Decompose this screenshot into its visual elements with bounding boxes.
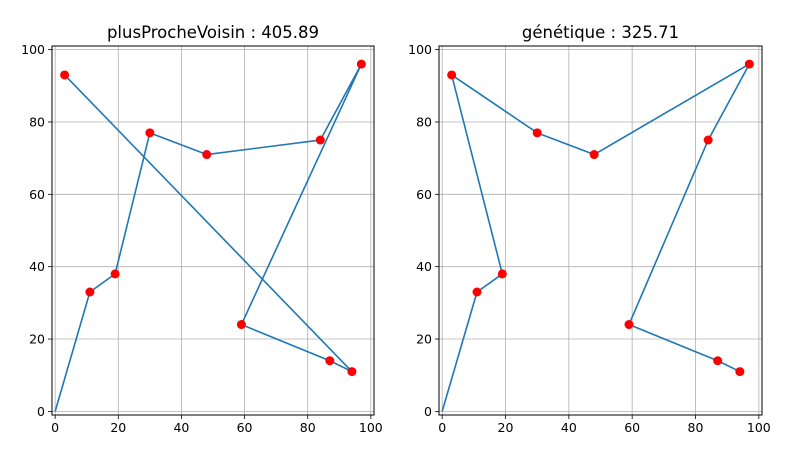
y-tick-label: 20 [416,332,432,347]
plot-area [439,46,762,415]
city-point [447,70,457,80]
plot-area [52,46,374,415]
axis-ticks: 0 20 40 60 80 100 0 20 40 60 80 100 [21,42,383,435]
city-point [472,287,482,297]
x-tick-label: 80 [300,420,316,435]
y-tick-label: 0 [37,404,45,419]
city-point [110,269,120,279]
city-point [356,59,366,69]
city-point [202,150,212,160]
city-point [347,367,357,377]
axis-ticks: 0 20 40 60 80 100 0 20 40 60 80 100 [408,42,771,435]
city-point [60,70,70,80]
x-tick-label: 0 [51,420,59,435]
city-points [447,59,754,377]
axes-frame [438,45,763,416]
y-tick-label: 60 [416,187,432,202]
x-tick-label: 40 [173,420,189,435]
x-tick-label: 20 [110,420,126,435]
y-tick-label: 80 [29,114,45,129]
city-point [744,59,754,69]
x-tick-label: 60 [624,420,640,435]
city-point [497,269,507,279]
city-point [85,287,95,297]
x-tick-label: 100 [747,420,771,435]
axes-frame [51,45,375,416]
city-point [703,135,713,145]
y-tick-label: 80 [416,114,432,129]
x-tick-label: 20 [498,420,514,435]
city-points [60,59,366,377]
city-point [713,356,723,366]
city-point [624,320,634,330]
city-point [325,356,335,366]
city-point [735,367,745,377]
city-point [145,128,155,138]
x-tick-label: 100 [359,420,383,435]
x-tick-label: 60 [237,420,253,435]
y-tick-label: 0 [424,404,432,419]
grid [439,46,762,415]
city-point [532,128,542,138]
x-tick-label: 80 [688,420,704,435]
city-point [315,135,325,145]
city-point [236,320,246,330]
chart-title: génétique : 325.71 [522,23,679,42]
y-tick-label: 60 [29,187,45,202]
y-tick-label: 20 [29,332,45,347]
chart-nearest-neighbor: 0 20 40 60 80 100 0 20 40 60 80 100 plusProcheVoisi… [21,23,383,435]
y-tick-label: 100 [21,42,45,57]
x-tick-label: 0 [438,420,446,435]
y-tick-label: 40 [29,259,45,274]
y-tick-label: 100 [408,42,432,57]
x-tick-label: 40 [561,420,577,435]
city-point [589,150,599,160]
y-tick-label: 40 [416,259,432,274]
chart-genetic: 0 20 40 60 80 100 0 20 40 60 80 100 génétique : 325… [408,23,771,435]
chart-title: plusProcheVoisin : 405.89 [107,23,319,42]
